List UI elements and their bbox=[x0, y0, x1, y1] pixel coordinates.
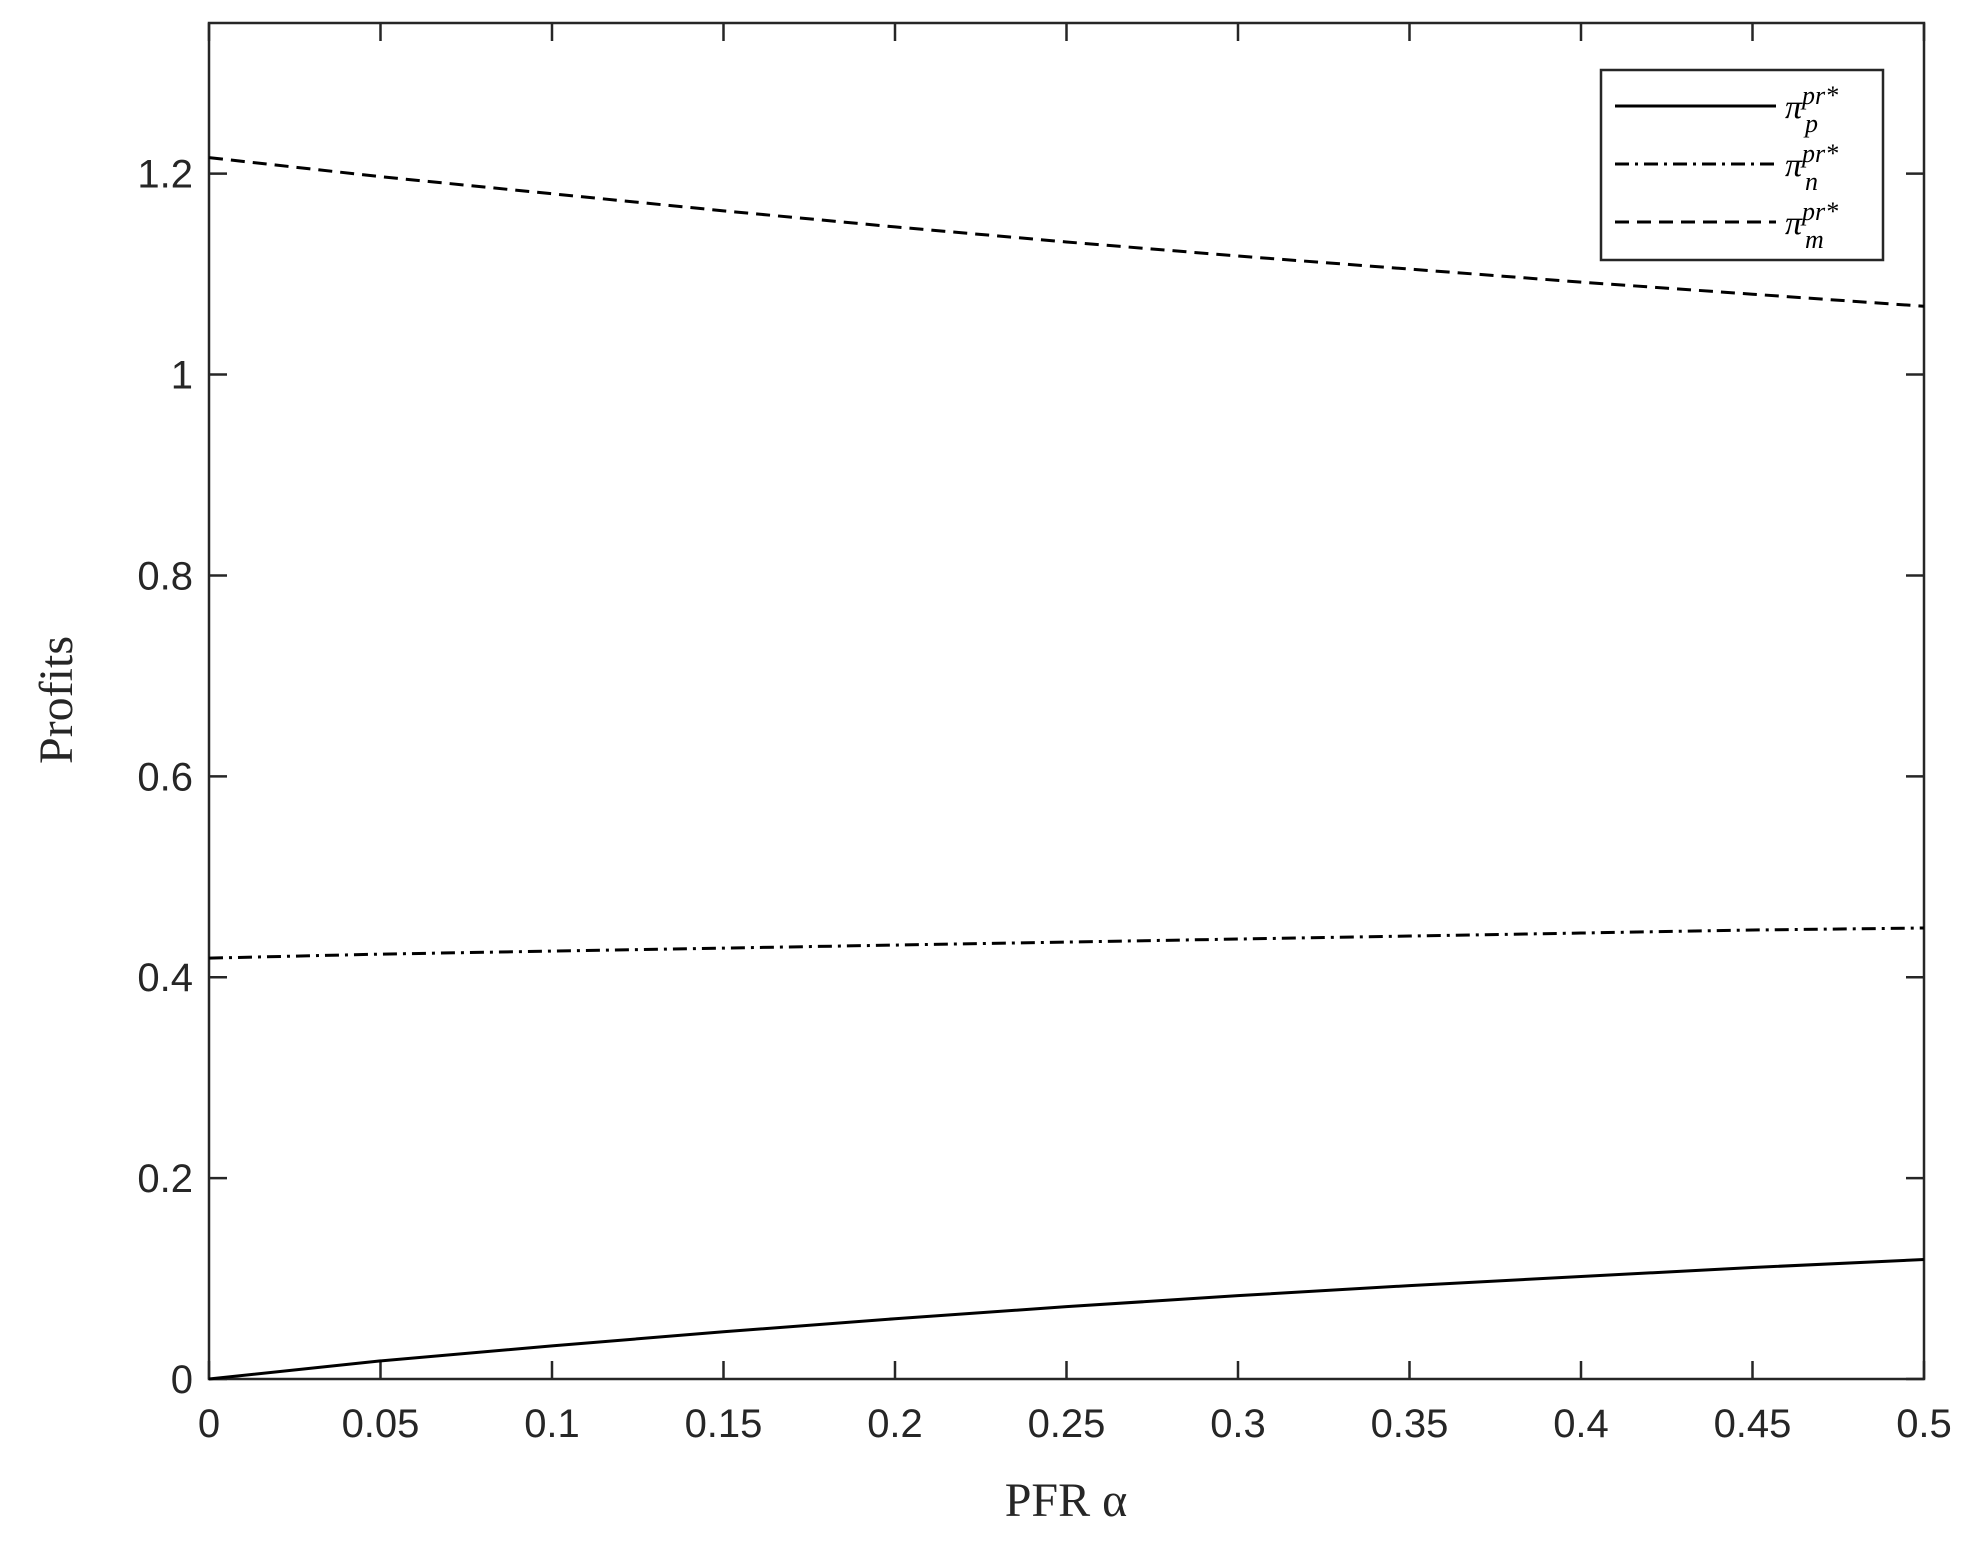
legend-label: πpr* n bbox=[1785, 139, 1838, 196]
x-tick-label: 0.1 bbox=[524, 1402, 580, 1446]
y-tick-label: 1.2 bbox=[137, 153, 193, 197]
x-tick-label: 0.4 bbox=[1553, 1402, 1609, 1446]
x-tick-label: 0.05 bbox=[342, 1402, 420, 1446]
x-tick-label: 0 bbox=[198, 1402, 220, 1446]
x-tick-label: 0.15 bbox=[685, 1402, 763, 1446]
y-tick-label: 0.6 bbox=[137, 755, 193, 799]
plot-frame bbox=[207, 21, 1926, 1381]
x-tick-label: 0.35 bbox=[1371, 1402, 1449, 1446]
y-tick-label: 0 bbox=[171, 1358, 193, 1402]
legend-label: πpr* m bbox=[1785, 197, 1838, 254]
legend-label: πpr* p bbox=[1785, 81, 1838, 138]
x-axis-label: PFR α bbox=[1005, 1474, 1128, 1527]
y-tick-label: 0.8 bbox=[137, 554, 193, 598]
x-tick-label: 0.2 bbox=[867, 1402, 923, 1446]
series-line bbox=[208, 926, 1925, 960]
series-line bbox=[208, 1257, 1925, 1381]
y-axis-label: Profits bbox=[30, 636, 83, 764]
x-tick-label: 0.5 bbox=[1896, 1402, 1952, 1446]
y-tick-label: 1 bbox=[171, 354, 193, 398]
series-line bbox=[208, 156, 1925, 308]
x-tick-label: 0.25 bbox=[1028, 1402, 1106, 1446]
x-tick-label: 0.45 bbox=[1714, 1402, 1792, 1446]
y-tick-label: 0.2 bbox=[137, 1157, 193, 1201]
y-tick-label: 0.4 bbox=[137, 956, 193, 1000]
x-tick-label: 0.3 bbox=[1210, 1402, 1266, 1446]
